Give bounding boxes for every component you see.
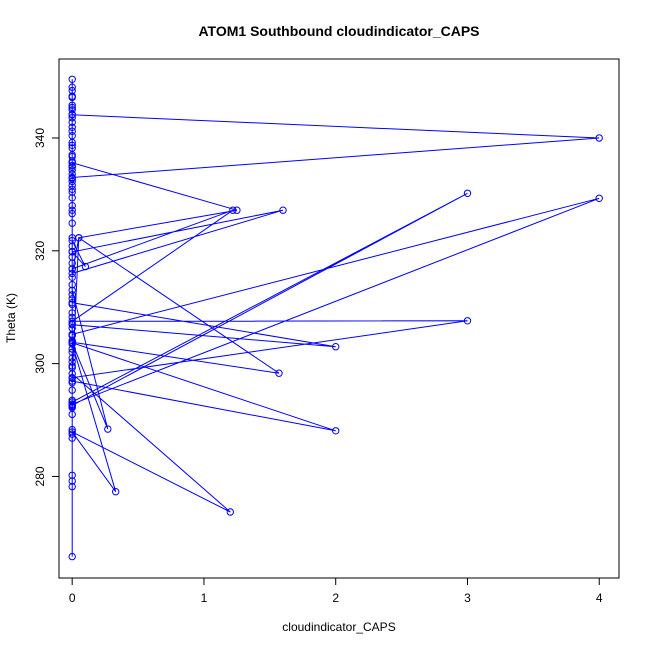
- data-point: [68, 236, 76, 245]
- data-point: [68, 402, 76, 411]
- chart-title: ATOM1 Southbound cloudindicator_CAPS: [198, 23, 479, 39]
- data-point: [68, 291, 76, 299]
- data-point: [68, 309, 76, 317]
- y-tick-label: 320: [33, 240, 47, 260]
- data-point: [81, 262, 90, 271]
- data-point: [68, 321, 76, 329]
- x-tick-label: 1: [201, 591, 208, 605]
- x-tick-label: 2: [332, 591, 339, 605]
- data-point: [68, 127, 76, 135]
- data-point: [68, 242, 76, 251]
- data-point: [68, 299, 76, 307]
- data-point: [68, 185, 76, 194]
- data-point: [68, 471, 76, 479]
- data-point: [68, 141, 76, 150]
- data-point: [68, 202, 76, 210]
- data-point: [68, 340, 76, 348]
- data-point: [68, 166, 76, 174]
- data-point: [68, 123, 76, 132]
- data-point: [68, 163, 76, 172]
- data-point: [68, 348, 76, 356]
- data-point: [68, 269, 76, 278]
- data-point: [68, 144, 76, 152]
- data-point: [463, 317, 472, 325]
- x-tick-label: 3: [464, 591, 471, 605]
- data-point: [68, 386, 76, 394]
- x-axis-label: cloudindicator_CAPS: [282, 620, 395, 634]
- data-point: [595, 194, 603, 203]
- data-point: [68, 159, 76, 167]
- data-point: [226, 508, 235, 516]
- y-tick-label: 300: [33, 353, 47, 373]
- data-point: [75, 234, 83, 242]
- data-point: [279, 206, 287, 214]
- data-point: [68, 118, 76, 126]
- data-point: [68, 75, 76, 84]
- data-point: [68, 363, 76, 372]
- data-point: [68, 106, 76, 114]
- data-point: [68, 132, 76, 140]
- data-point: [68, 248, 76, 256]
- y-axis-label: Theta (K): [4, 293, 18, 343]
- data-point: [233, 206, 241, 214]
- data-point: [68, 265, 76, 273]
- x-tick-label: 4: [596, 591, 603, 605]
- y-tick-label: 340: [33, 128, 47, 148]
- data-point: [68, 111, 76, 119]
- data-point: [68, 428, 76, 436]
- series-line-0: [70, 79, 600, 557]
- data-point: [68, 103, 76, 112]
- data-point: [104, 425, 112, 433]
- data-point: [68, 295, 76, 303]
- data-point: [68, 286, 76, 294]
- data-point: [332, 343, 340, 351]
- data-point: [332, 427, 340, 435]
- data-point: [68, 425, 76, 434]
- data-point: [68, 273, 76, 281]
- x-tick-label: 0: [69, 591, 76, 605]
- data-point: [68, 374, 76, 382]
- data-point: [68, 86, 76, 95]
- data-point: [68, 477, 76, 485]
- data-point: [68, 206, 76, 214]
- data-point: [68, 354, 76, 362]
- data-point: [68, 173, 76, 182]
- data-point: [68, 83, 76, 91]
- data-point: [112, 488, 120, 496]
- data-point: [275, 369, 283, 377]
- data-point: [68, 209, 76, 218]
- data-point: [68, 552, 76, 561]
- y-tick-label: 280: [33, 466, 47, 486]
- data-point: [68, 430, 76, 438]
- data-point: [68, 398, 76, 406]
- data-point: [68, 253, 76, 261]
- data-point: [229, 206, 237, 214]
- data-point: [68, 177, 76, 186]
- data-point: [68, 377, 76, 385]
- data-point: [68, 194, 76, 202]
- x-axis: 0 1 2 3 4: [69, 577, 603, 605]
- data-point: [68, 101, 76, 110]
- data-point: [463, 189, 472, 198]
- data-point: [68, 92, 76, 100]
- data-point: [68, 281, 76, 289]
- data-point: [68, 358, 76, 366]
- data-point: [68, 313, 76, 322]
- data-point: [68, 317, 76, 325]
- plot-frame: [58, 58, 620, 579]
- data-point: [68, 219, 76, 227]
- series-layer: [68, 75, 603, 561]
- data-point: [68, 114, 76, 122]
- y-axis: 280 300 320 340: [33, 128, 60, 486]
- data-point: [595, 134, 603, 142]
- data-point: [68, 482, 76, 491]
